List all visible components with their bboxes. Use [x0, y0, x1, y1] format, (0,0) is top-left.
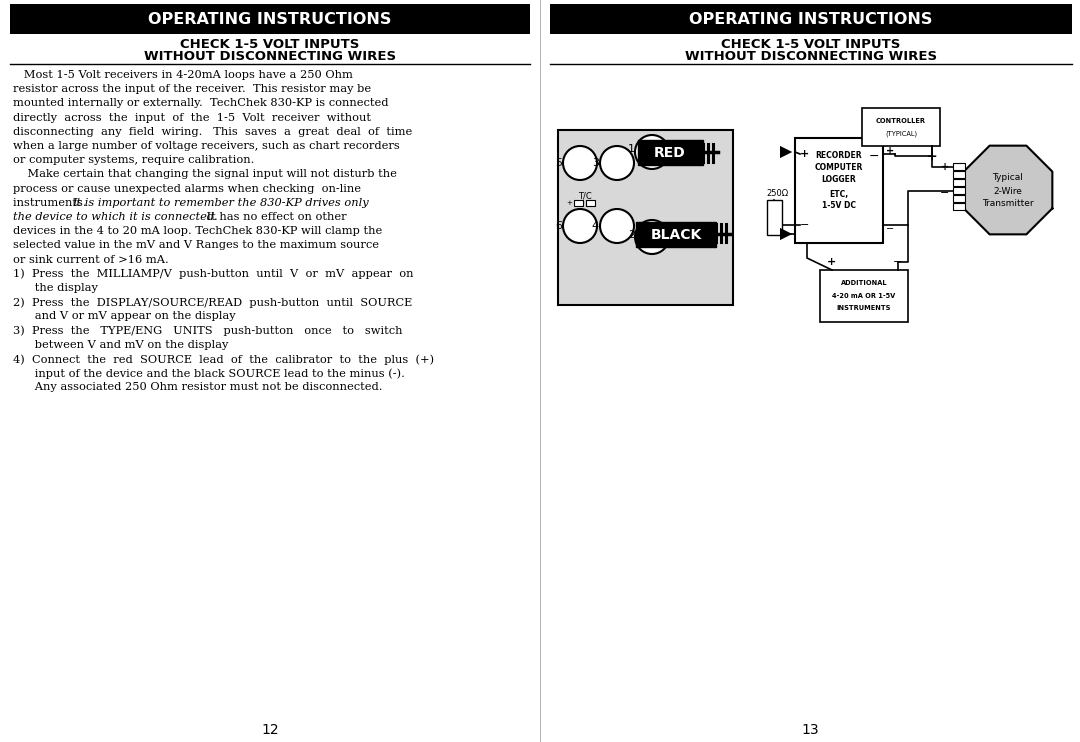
Circle shape [635, 135, 669, 169]
Text: OPERATING INSTRUCTIONS: OPERATING INSTRUCTIONS [148, 11, 392, 27]
Circle shape [563, 209, 597, 243]
Text: It has no effect on other: It has no effect on other [203, 212, 347, 222]
Text: input of the device and the black SOURCE lead to the minus (-).: input of the device and the black SOURCE… [13, 368, 405, 378]
Text: 4)  Connect  the  red  SOURCE  lead  of  the  calibrator  to  the  plus  (+): 4) Connect the red SOURCE lead of the ca… [13, 354, 434, 364]
Text: the device to which it is connected.: the device to which it is connected. [13, 212, 218, 222]
Text: when a large number of voltage receivers, such as chart recorders: when a large number of voltage receivers… [13, 141, 400, 151]
Text: 3)  Press  the   TYPE/ENG   UNITS   push-button   once   to   switch: 3) Press the TYPE/ENG UNITS push-button … [13, 326, 403, 336]
Text: COMPUTER: COMPUTER [814, 163, 863, 172]
Circle shape [563, 146, 597, 180]
Circle shape [600, 209, 634, 243]
Text: 1)  Press  the  MILLIAMP/V  push-button  until  V  or  mV  appear  on: 1) Press the MILLIAMP/V push-button unti… [13, 269, 414, 279]
Text: 4-20 mA OR 1-5V: 4-20 mA OR 1-5V [833, 293, 895, 299]
Text: or sink current of >16 mA.: or sink current of >16 mA. [13, 255, 168, 265]
Bar [953, 179, 966, 186]
Text: +: + [800, 149, 809, 159]
Text: T/C: T/C [578, 191, 592, 200]
Bar [862, 108, 940, 146]
Text: and V or mV appear on the display: and V or mV appear on the display [13, 312, 235, 321]
Text: mounted internally or externally.  TechChek 830-KP is connected: mounted internally or externally. TechCh… [13, 99, 389, 108]
Bar [558, 130, 733, 305]
Circle shape [635, 220, 669, 254]
Text: +: + [941, 162, 949, 172]
Bar [953, 163, 966, 170]
Text: directly  across  the  input  of  the  1-5  Volt  receiver  without: directly across the input of the 1-5 Vol… [13, 113, 372, 122]
Text: 2: 2 [627, 230, 635, 240]
Text: 12: 12 [261, 723, 279, 737]
Text: ADDITIONAL: ADDITIONAL [840, 280, 888, 286]
Text: −: − [886, 224, 894, 234]
Text: −: − [578, 200, 584, 206]
Text: Any associated 250 Ohm resistor must not be disconnected.: Any associated 250 Ohm resistor must not… [13, 382, 382, 393]
Text: 4: 4 [592, 221, 599, 231]
Text: −: − [800, 220, 809, 230]
Text: disconnecting  any  field  wiring.   This  saves  a  great  deal  of  time: disconnecting any field wiring. This sav… [13, 127, 413, 137]
Bar [953, 187, 966, 194]
Bar [636, 222, 716, 247]
Bar [953, 171, 966, 178]
Text: OPERATING INSTRUCTIONS: OPERATING INSTRUCTIONS [689, 11, 933, 27]
Text: devices in the 4 to 20 mA loop. TechChek 830-KP will clamp the: devices in the 4 to 20 mA loop. TechChek… [13, 226, 382, 236]
Text: −: − [893, 257, 903, 267]
Circle shape [600, 146, 634, 180]
Text: CHECK 1-5 VOLT INPUTS: CHECK 1-5 VOLT INPUTS [180, 38, 360, 50]
Bar [953, 203, 966, 210]
Text: 1-5V DC: 1-5V DC [822, 202, 856, 211]
Bar [767, 200, 782, 235]
Text: 2)  Press  the  DISPLAY/SOURCE/READ  push-button  until  SOURCE: 2) Press the DISPLAY/SOURCE/READ push-bu… [13, 298, 413, 308]
Bar [550, 4, 1072, 34]
Polygon shape [963, 145, 1052, 234]
Text: 5: 5 [555, 158, 562, 168]
Text: or computer systems, require calibration.: or computer systems, require calibration… [13, 155, 255, 165]
Bar [586, 200, 595, 206]
Text: (TYPICAL): (TYPICAL) [885, 131, 917, 137]
Text: BLACK: BLACK [650, 228, 702, 242]
Text: resistor across the input of the receiver.  This resistor may be: resistor across the input of the receive… [13, 84, 372, 94]
Text: 13: 13 [801, 723, 819, 737]
Text: Typical: Typical [993, 174, 1024, 183]
Text: +: + [566, 200, 572, 206]
Text: 6: 6 [555, 221, 562, 231]
Text: Most 1-5 Volt receivers in 4-20mA loops have a 250 Ohm: Most 1-5 Volt receivers in 4-20mA loops … [13, 70, 353, 80]
Text: between V and mV on the display: between V and mV on the display [13, 340, 228, 349]
Text: INSTRUMENTS: INSTRUMENTS [837, 305, 891, 311]
Text: +: + [886, 146, 894, 156]
Text: LOGGER: LOGGER [822, 176, 856, 185]
Bar [795, 138, 883, 243]
Text: −: − [868, 149, 879, 162]
Text: Transmitter: Transmitter [982, 200, 1034, 209]
Text: CONTROLLER: CONTROLLER [876, 118, 926, 124]
Bar [953, 195, 966, 202]
Text: 2-Wire: 2-Wire [994, 186, 1023, 195]
Text: +: + [927, 149, 937, 162]
Text: 3: 3 [592, 158, 599, 168]
Text: WITHOUT DISCONNECTING WIRES: WITHOUT DISCONNECTING WIRES [685, 50, 937, 64]
Text: +: + [827, 257, 837, 267]
Bar [573, 200, 583, 206]
Text: It is important to remember the 830-KP drives only: It is important to remember the 830-KP d… [72, 198, 368, 208]
Text: RED: RED [654, 146, 686, 160]
Text: selected value in the mV and V Ranges to the maximum source: selected value in the mV and V Ranges to… [13, 240, 379, 250]
Text: RECORDER: RECORDER [815, 151, 862, 160]
Bar [820, 270, 908, 322]
Text: 250Ω: 250Ω [766, 188, 788, 197]
Text: process or cause unexpected alarms when checking  on-line: process or cause unexpected alarms when … [13, 183, 361, 194]
Text: WITHOUT DISCONNECTING WIRES: WITHOUT DISCONNECTING WIRES [144, 50, 396, 64]
Text: CHECK 1-5 VOLT INPUTS: CHECK 1-5 VOLT INPUTS [721, 38, 901, 50]
Text: −: − [941, 188, 949, 198]
Text: Make certain that changing the signal input will not disturb the: Make certain that changing the signal in… [13, 169, 396, 180]
Text: 1: 1 [627, 144, 635, 154]
Bar [10, 4, 530, 34]
Text: the display: the display [13, 283, 98, 293]
Bar [638, 140, 703, 165]
Text: instruments.: instruments. [13, 198, 91, 208]
Text: ETC,: ETC, [829, 189, 849, 199]
